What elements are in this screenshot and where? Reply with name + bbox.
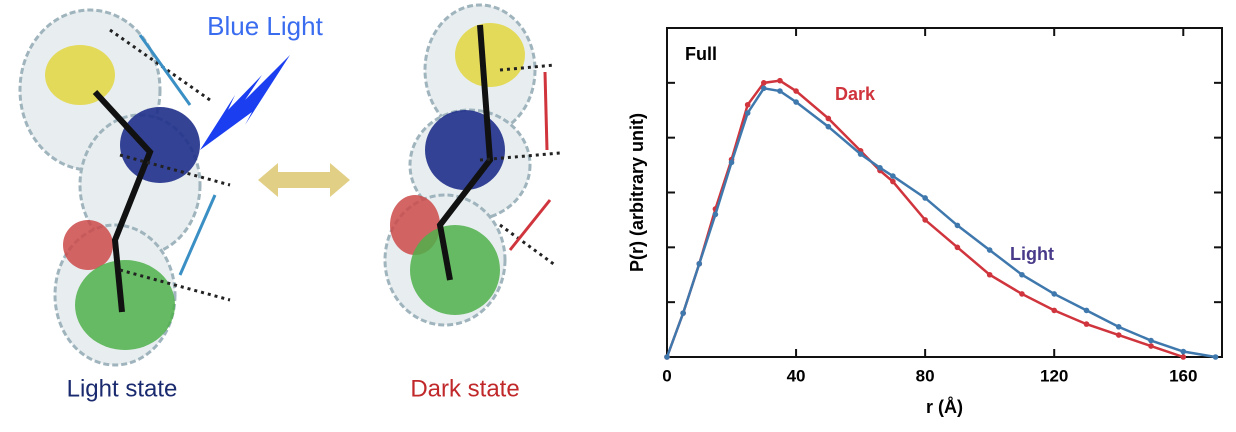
data-point [728,159,735,166]
data-point [857,151,864,157]
data-point [1051,291,1058,297]
x-tick-label: 80 [916,366,935,385]
dotted-line [119,153,231,187]
arrow [508,199,552,251]
arrow [138,34,192,106]
data-point [777,77,783,84]
series-line [665,86,1216,359]
data-point [1083,307,1090,314]
domain [455,23,525,87]
y-axis-label: P(r) (arbitrary unit) [627,113,647,272]
data-point [1212,354,1219,360]
data-point [986,271,993,278]
dotted-line [119,268,231,302]
x-tick-label: 160 [1169,366,1197,385]
double-arrow [258,163,350,197]
data-point [1180,348,1187,355]
x-tick-label: 120 [1040,366,1068,385]
data-point [777,88,783,94]
label: Dark state [410,375,519,402]
domain [45,45,115,105]
data-point [696,260,703,267]
label: Blue Light [207,11,323,41]
data-point [877,165,883,171]
domain [410,225,500,315]
data-point [1115,324,1122,330]
domain [63,220,113,270]
axis-line [436,24,494,281]
label: Light state [67,375,178,402]
data-point [1180,354,1187,360]
series-label: Dark [835,84,876,104]
data-point [954,244,961,251]
data-point [761,85,767,92]
data-point [1115,332,1122,338]
arrow [178,194,217,276]
x-axis-label: r (Å) [926,397,963,417]
data-point [793,99,799,105]
domain [75,260,175,350]
data-point [761,80,767,86]
data-point [922,217,928,223]
data-point [922,195,928,201]
data-point [986,247,993,253]
data-point [1148,343,1154,349]
data-point [744,101,751,108]
data-point [744,110,751,116]
data-point [793,88,799,94]
data-point [680,310,686,316]
x-tick-label: 40 [787,366,806,385]
data-point [712,211,719,218]
plot-frame [666,27,1223,358]
data-point [825,123,832,130]
data-point [1083,321,1090,327]
dotted-line [499,223,556,267]
data-point [1148,337,1154,344]
data-point [890,173,896,179]
data-point [890,178,896,185]
data-point [1051,307,1058,314]
data-point [664,354,670,360]
data-point [1019,291,1025,297]
arrow [543,71,549,151]
data-point [825,115,832,122]
axis-line [92,89,154,313]
x-tick-label: 0 [662,366,671,385]
domain [120,107,200,183]
series-label: Light [1010,244,1054,264]
data-point [1019,271,1025,278]
data-point [954,222,961,229]
illustration: Blue Light Light state Dark state [18,3,561,402]
dotted-line [499,63,556,72]
lightning [200,55,290,150]
annotation: Full [685,44,717,64]
domain [425,110,505,190]
